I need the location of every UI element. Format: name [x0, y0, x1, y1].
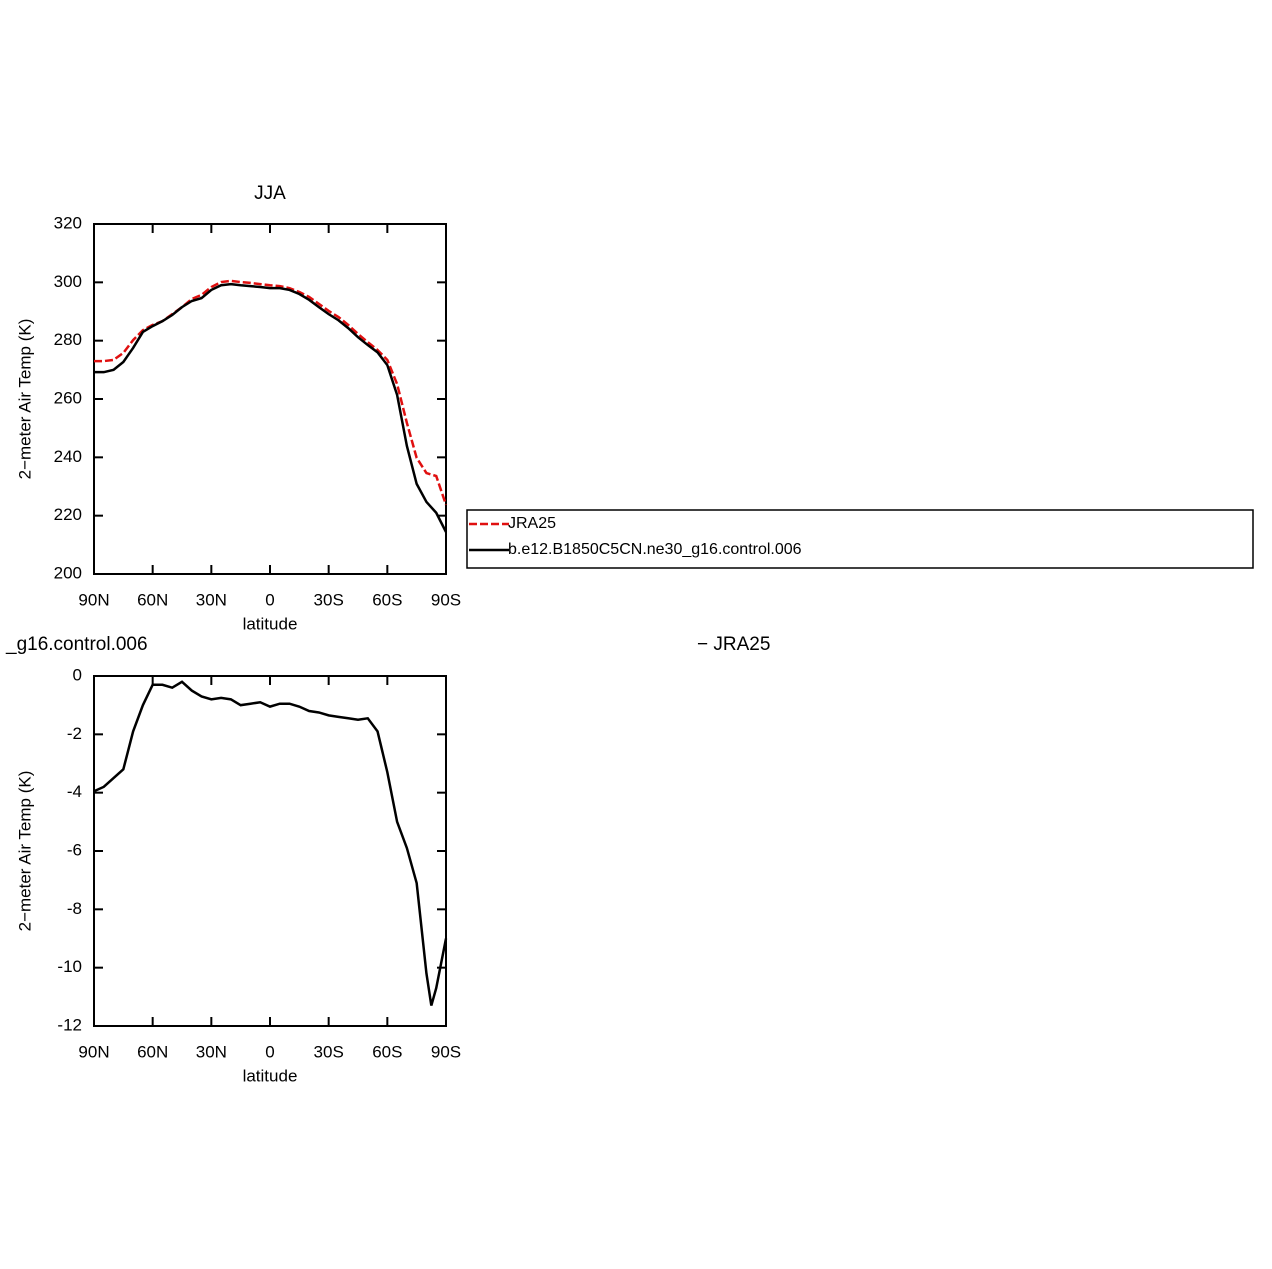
- y-tick-label: -8: [67, 899, 82, 918]
- chart-title-left: _g16.control.006: [5, 634, 148, 655]
- x-axis-label: latitude: [243, 614, 298, 633]
- chart-title: JJA: [254, 183, 286, 204]
- y-axis-label: 2−meter Air Temp (K): [15, 319, 34, 480]
- y-tick-label: -10: [57, 957, 82, 976]
- y-tick-label: 240: [54, 447, 82, 466]
- x-tick-label: 60N: [137, 590, 168, 609]
- x-tick-label: 90S: [431, 1042, 461, 1061]
- x-tick-label: 90N: [78, 1042, 109, 1061]
- chart-title-right: − JRA25: [697, 634, 770, 655]
- plot-frame: [93, 675, 447, 1027]
- x-tick-label: 0: [265, 1042, 274, 1061]
- x-tick-label: 90S: [431, 590, 461, 609]
- x-tick-label: 30S: [314, 590, 344, 609]
- x-tick-label: 60N: [137, 1042, 168, 1061]
- x-tick-label: 60S: [372, 1042, 402, 1061]
- plot-frame: [93, 223, 447, 575]
- x-tick-label: 90N: [78, 590, 109, 609]
- series-line: [93, 680, 448, 1006]
- x-tick-label: 0: [265, 590, 274, 609]
- y-tick-label: -2: [67, 724, 82, 743]
- y-tick-label: 200: [54, 563, 82, 582]
- y-tick-label: 0: [73, 665, 82, 684]
- y-tick-label: -6: [67, 840, 82, 859]
- series-line: [94, 282, 448, 533]
- x-tick-label: 30N: [196, 1042, 227, 1061]
- legend-box: [466, 509, 1254, 569]
- x-tick-label: 60S: [372, 590, 402, 609]
- y-tick-label: 280: [54, 330, 82, 349]
- y-tick-label: 300: [54, 272, 82, 291]
- y-tick-label: 220: [54, 505, 82, 524]
- y-tick-label: -12: [57, 1015, 82, 1034]
- y-tick-label: 260: [54, 388, 82, 407]
- series-line: [94, 279, 448, 506]
- y-axis-label: 2−meter Air Temp (K): [15, 771, 34, 932]
- legend-label: b.e12.B1850C5CN.ne30_g16.control.006: [508, 541, 802, 558]
- x-axis-label: latitude: [243, 1066, 298, 1085]
- y-tick-label: 320: [54, 213, 82, 232]
- x-tick-label: 30N: [196, 590, 227, 609]
- y-tick-label: -4: [67, 782, 82, 801]
- x-tick-label: 30S: [314, 1042, 344, 1061]
- legend-label: JRA25: [508, 515, 556, 532]
